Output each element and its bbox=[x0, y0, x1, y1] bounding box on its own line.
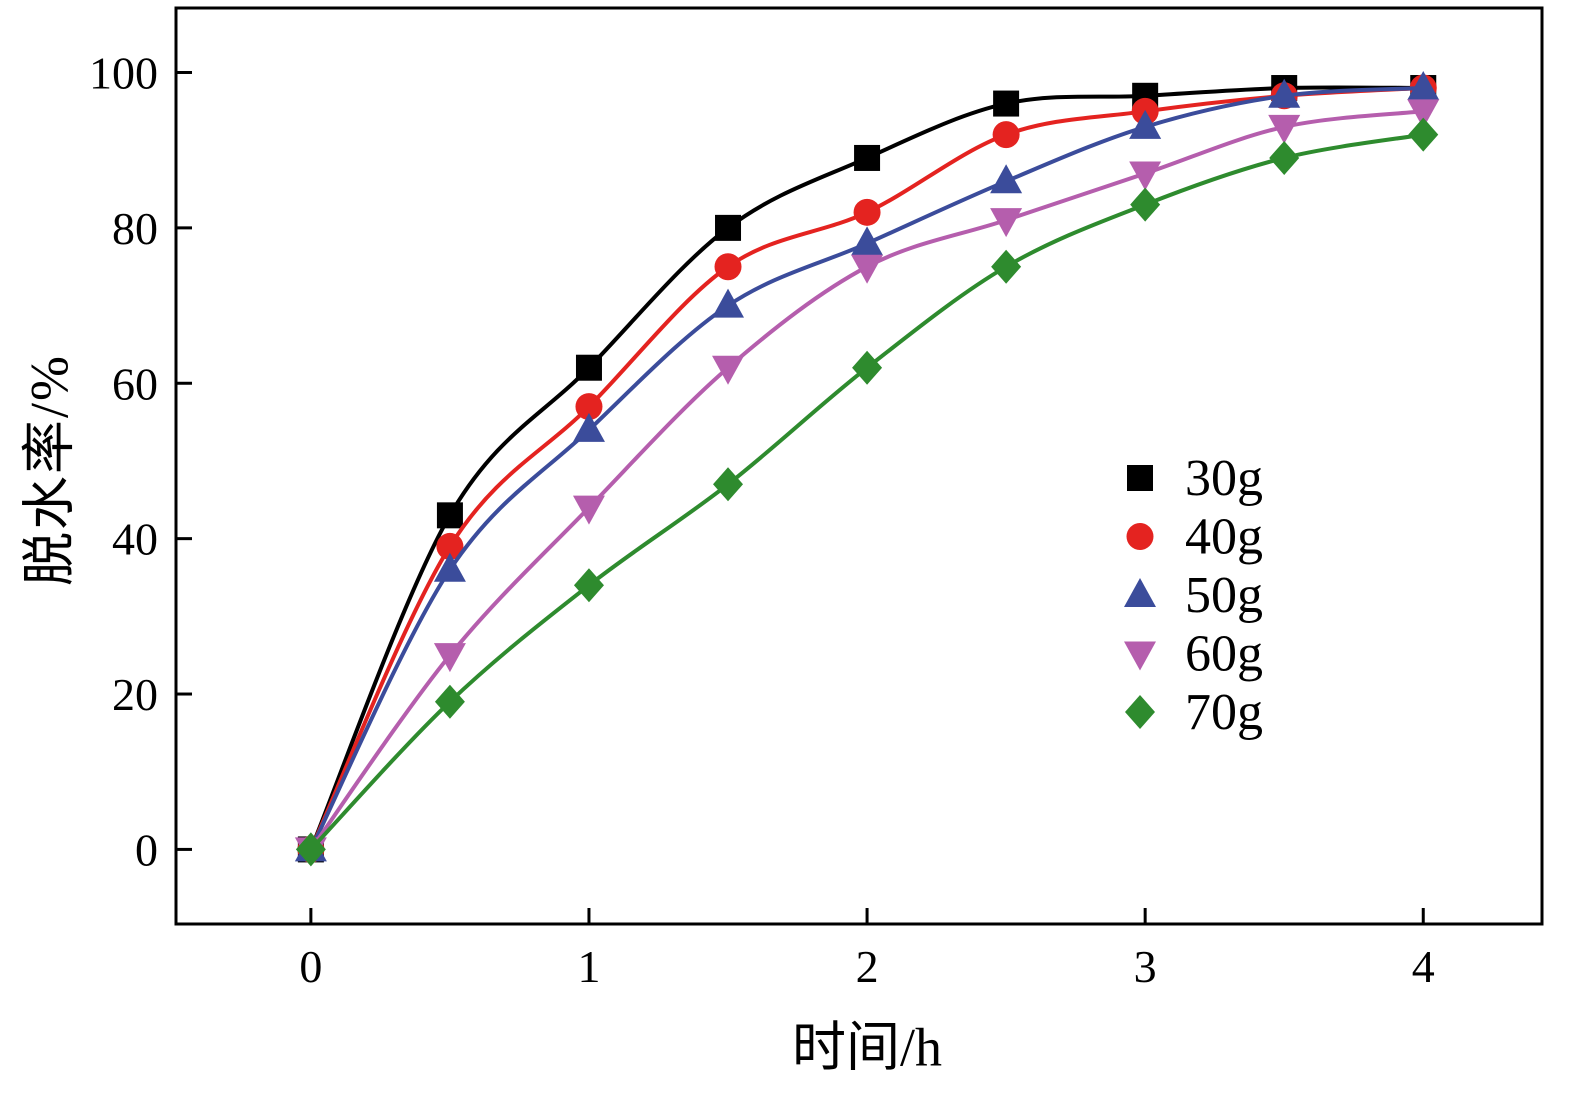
series-marker-60g bbox=[1407, 99, 1440, 129]
series-line-60g bbox=[308, 109, 1426, 852]
series-marker-70g bbox=[991, 249, 1022, 284]
series-marker-70g bbox=[852, 350, 883, 385]
series-marker-50g bbox=[572, 412, 605, 442]
x-tick-label: 4 bbox=[1412, 941, 1435, 992]
series-30g bbox=[297, 75, 1437, 863]
series-marker-60g bbox=[1268, 114, 1301, 144]
legend-label-60g: 60g bbox=[1185, 626, 1263, 683]
series-marker-40g bbox=[992, 121, 1020, 149]
series-marker-40g bbox=[575, 393, 603, 421]
series-marker-40g bbox=[853, 198, 881, 226]
y-tick-label: 100 bbox=[89, 47, 158, 98]
series-marker-60g bbox=[1129, 161, 1162, 191]
series-marker-60g bbox=[572, 495, 605, 525]
x-tick-label: 0 bbox=[299, 941, 322, 992]
y-axis-ticks: 0 20 40 60 80 100 bbox=[89, 47, 192, 875]
series-marker-60g bbox=[712, 355, 745, 385]
plot-frame bbox=[174, 6, 1544, 926]
legend-marker-60g bbox=[1124, 641, 1156, 671]
series-marker-50g bbox=[1129, 109, 1162, 139]
series-marker-30g bbox=[575, 354, 602, 381]
series-70g bbox=[295, 117, 1439, 867]
legend-label-40g: 40g bbox=[1185, 509, 1263, 566]
x-tick-label: 1 bbox=[577, 941, 600, 992]
series-marker-70g bbox=[1408, 117, 1439, 152]
legend-marker-40g bbox=[1126, 523, 1154, 550]
series-marker-30g bbox=[715, 214, 742, 241]
series-marker-70g bbox=[434, 684, 465, 719]
series-marker-60g bbox=[851, 254, 884, 284]
series-marker-30g bbox=[436, 502, 463, 529]
y-tick-label: 40 bbox=[112, 514, 158, 565]
series-marker-40g bbox=[436, 532, 464, 560]
legend-label-70g: 70g bbox=[1185, 684, 1263, 741]
series-marker-50g bbox=[712, 288, 745, 318]
x-axis-ticks: 0 1 2 3 4 bbox=[299, 908, 1435, 992]
series-marker-50g bbox=[990, 164, 1023, 194]
series-marker-30g bbox=[993, 90, 1020, 117]
series-marker-70g bbox=[713, 467, 744, 502]
series-40g bbox=[297, 74, 1437, 863]
series-marker-60g bbox=[990, 208, 1023, 238]
x-axis-title: 时间/h bbox=[791, 1017, 943, 1078]
x-tick-label: 2 bbox=[856, 941, 879, 992]
legend-marker-70g bbox=[1125, 695, 1155, 729]
legend-label-50g: 50g bbox=[1185, 567, 1263, 624]
series-marker-50g bbox=[1268, 78, 1301, 108]
series-marker-40g bbox=[714, 253, 742, 281]
y-tick-label: 80 bbox=[112, 203, 158, 254]
y-tick-label: 60 bbox=[112, 358, 158, 409]
series-marker-70g bbox=[1130, 187, 1161, 222]
y-axis-title: 脱水率/% bbox=[19, 354, 80, 586]
series-marker-30g bbox=[854, 144, 881, 171]
series-line-70g bbox=[308, 132, 1426, 852]
y-tick-label: 20 bbox=[112, 669, 158, 720]
legend-marker-50g bbox=[1124, 578, 1156, 607]
series-50g bbox=[294, 71, 1440, 862]
x-tick-label: 3 bbox=[1134, 941, 1157, 992]
series-marker-70g bbox=[573, 568, 604, 603]
series-marker-50g bbox=[851, 226, 884, 256]
legend-label-30g: 30g bbox=[1185, 450, 1263, 507]
series-marker-50g bbox=[1407, 71, 1440, 101]
legend-marker-30g bbox=[1127, 465, 1153, 491]
y-tick-label: 0 bbox=[135, 824, 158, 875]
series-marker-60g bbox=[433, 643, 466, 673]
series-marker-50g bbox=[433, 552, 466, 582]
series-marker-70g bbox=[1269, 140, 1300, 175]
series-marker-70g bbox=[295, 832, 326, 867]
